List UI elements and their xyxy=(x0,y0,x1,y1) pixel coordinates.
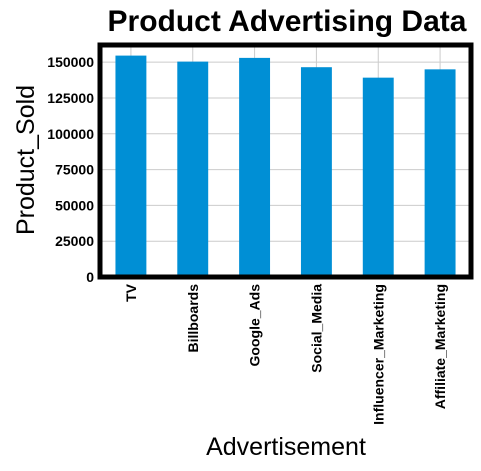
bar-social-media xyxy=(300,67,332,277)
chart-title: Product Advertising Data xyxy=(108,5,467,38)
y-tick-label-3: 75000 xyxy=(55,162,94,178)
y-tick-label-1: 25000 xyxy=(55,233,94,249)
bar-affiliate-marketing xyxy=(424,69,456,278)
bar-google-ads xyxy=(239,57,271,278)
x-tick-label-google-ads: Google_Ads xyxy=(247,284,263,367)
bar-billboards xyxy=(177,61,209,277)
x-tick-label-tv: TV xyxy=(123,283,139,302)
x-tick-labels: TV Billboards Google_Ads Social_Media Influe… xyxy=(123,283,448,424)
bar-tv xyxy=(115,55,147,277)
y-tick-label-6: 150000 xyxy=(47,54,94,70)
y-tick-label-4: 100000 xyxy=(47,126,94,142)
y-tick-label-2: 50000 xyxy=(55,197,94,213)
x-tick-label-affiliate-marketing: Affiliate_Marketing xyxy=(432,284,448,409)
plot-frame xyxy=(97,42,474,280)
y-tick-labels: 0 25000 50000 75000 100000 125000 150000 xyxy=(47,54,94,285)
x-tick-label-social-media: Social_Media xyxy=(308,284,324,373)
x-tick-label-billboards: Billboards xyxy=(185,284,201,353)
x-axis-label: Advertisement xyxy=(206,433,366,461)
plot-area xyxy=(100,45,471,277)
y-tick-label-0: 0 xyxy=(86,269,94,285)
bar-influencer-marketing xyxy=(362,77,394,277)
bars xyxy=(115,55,456,278)
y-axis-label: Product_Sold xyxy=(12,85,40,235)
y-tick-label-5: 125000 xyxy=(47,90,94,106)
x-tick-label-influencer-marketing: Influencer_Marketing xyxy=(370,284,386,425)
